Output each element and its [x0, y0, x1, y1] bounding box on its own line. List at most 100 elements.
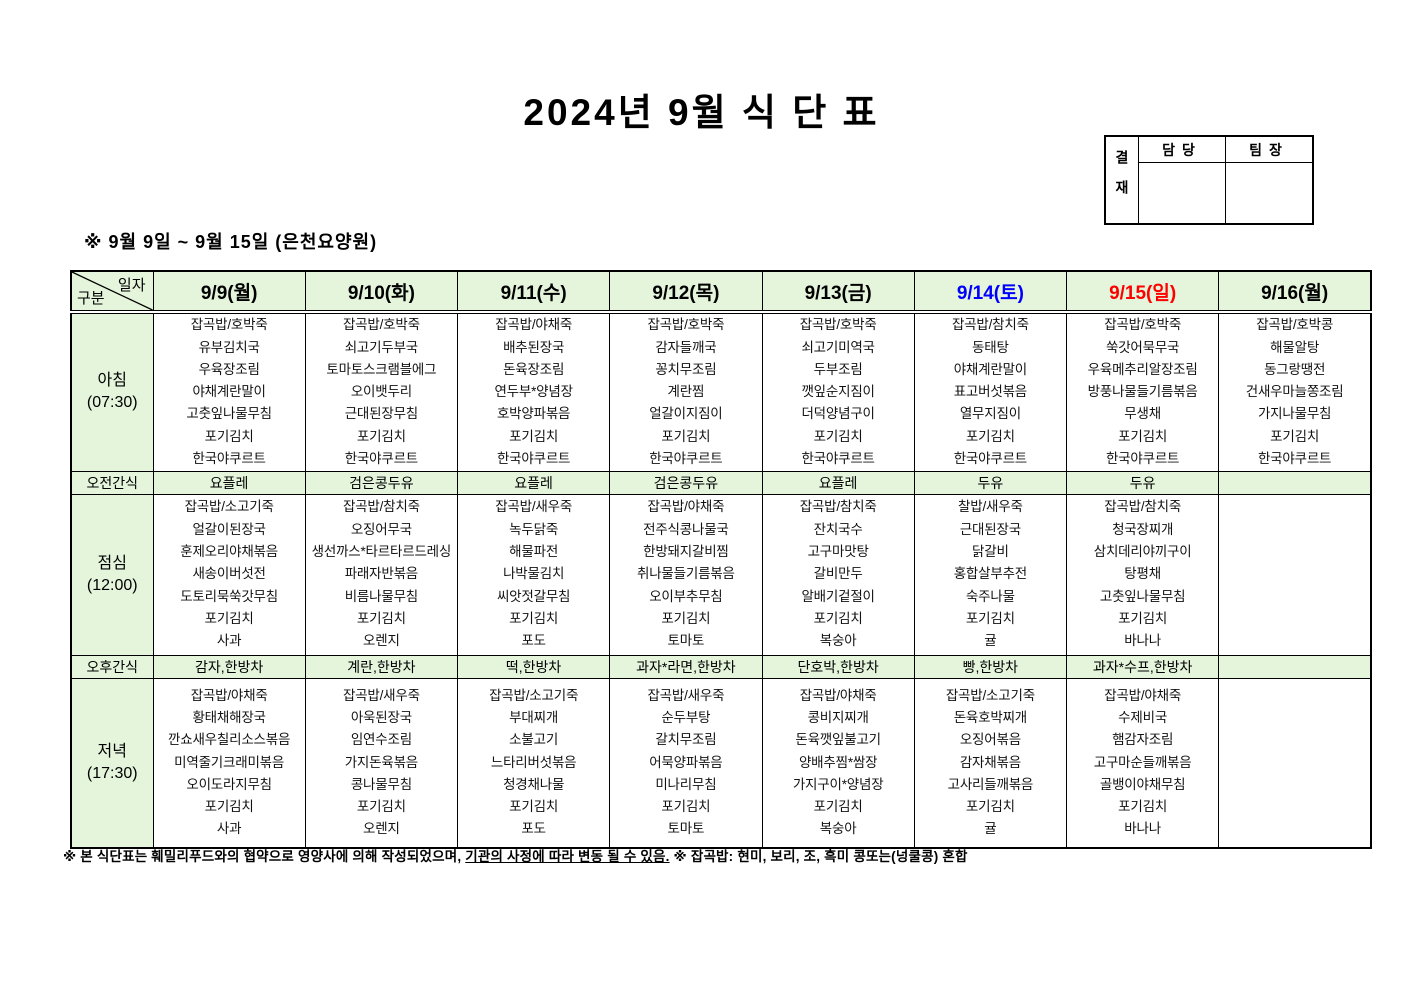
menu-item: 잡곡밥/호박콩	[1256, 317, 1334, 333]
menu-item: 열무지짐이	[959, 406, 1021, 422]
approval-col-manager: 담당	[1138, 135, 1226, 163]
menu-item: 복숭아	[819, 633, 857, 649]
menu-item: 생선까스*타르타르드레싱	[311, 544, 452, 560]
snack-cell	[1218, 470, 1372, 495]
menu-table: 일자 구분 9/9(월) 9/10(화) 9/11(수) 9/12(목) 9/13(금) 9/…	[70, 270, 1372, 849]
menu-item: 잡곡밥/야채죽	[799, 687, 877, 703]
approval-signature-cell-manager	[1138, 162, 1226, 225]
menu-item: 아욱된장국	[350, 710, 412, 725]
page-title: 2024년 9월 식 단 표	[523, 92, 880, 133]
menu-cell	[1218, 677, 1372, 849]
menu-item: 바나나	[1124, 821, 1161, 837]
menu-item: 오이뱃두리	[350, 384, 412, 400]
menu-item: 잡곡밥/야채죽	[495, 317, 573, 333]
menu-item: 건새우마늘쫑조림	[1245, 384, 1344, 400]
menu-item: 포기김치	[1118, 799, 1168, 815]
menu-item: 잡곡밥/소고기죽	[489, 687, 579, 703]
menu-item: 깐쇼새우칠리소스볶음	[168, 732, 291, 748]
menu-item: 잡곡밥/참치죽	[1104, 499, 1182, 515]
row-label-breakfast: 아침 (07:30)	[70, 311, 154, 472]
menu-item: 포기김치	[509, 428, 559, 444]
breakfast-row: 아침 (07:30) 잡곡밥/호박죽 유부김치국 우육장조림 야채계란말이 고춧잎나물무침 포…	[70, 311, 1372, 472]
menu-item: 포기김치	[661, 799, 711, 815]
menu-item: 토마토	[667, 821, 705, 837]
am-snack-row: 오전간식 요플레 검은콩두유 요플레 검은콩두유 요플레 두유 두유	[70, 470, 1372, 495]
menu-item: 미나리무침	[655, 776, 717, 792]
row-label-line: 저녁	[97, 742, 127, 760]
date-header-row: 일자 구분 9/9(월) 9/10(화) 9/11(수) 9/12(목) 9/13(금) 9/…	[70, 270, 1372, 314]
menu-item: 호박양파볶음	[496, 406, 571, 422]
menu-item: 양배추찜*쌈장	[798, 754, 878, 770]
menu-item: 느타리버섯볶음	[490, 754, 577, 770]
menu-item: 오징어무국	[350, 521, 412, 537]
menu-item: 황태채해장국	[192, 710, 266, 725]
menu-cell: 잡곡밥/호박콩 해물알탕 동그랑땡전 건새우마늘쫑조림 가지나물무침 포기김치 한국야쿠르트	[1218, 311, 1372, 472]
snack-cell: 떡,한방차	[456, 654, 611, 679]
menu-item: 포기김치	[1270, 428, 1320, 444]
menu-item: 찰밥/새우죽	[958, 499, 1023, 515]
menu-item: 포기김치	[813, 610, 863, 626]
menu-cell: 잡곡밥/야채죽 배추된장국 돈육장조림 연두부*양념장 호박양파볶음 포기김치 한국야쿠르트	[456, 311, 611, 472]
snack-cell: 빵,한방차	[913, 654, 1068, 679]
date-header: 9/10(화)	[304, 270, 459, 314]
menu-cell: 잡곡밥/야채죽 콩비지찌개 돈육깻잎불고기 양배추찜*쌈장 가지구이*양념장 포기김치 복숭…	[761, 677, 915, 849]
menu-item: 잡곡밥/참치죽	[342, 499, 420, 515]
menu-item: 포도	[521, 821, 546, 837]
menu-item: 포기김치	[813, 428, 863, 444]
approval-stamp-label: 결재	[1104, 135, 1139, 225]
date-header: 9/16(월)	[1218, 270, 1372, 314]
menu-cell: 잡곡밥/호박죽 쑥갓어묵무국 우육메추리알장조림 방풍나물들기름볶음 무생채 포기김치 한국…	[1065, 311, 1220, 472]
menu-item: 비름나물무침	[344, 588, 419, 604]
date-header: 9/13(금)	[761, 270, 915, 314]
menu-item: 우육장조림	[198, 361, 260, 377]
menu-item: 훈제오리야채볶음	[180, 544, 278, 560]
dinner-row: 저녁 (17:30) 잡곡밥/야채죽 황태채해장국 깐쇼새우칠리소스볶음 미역줄기크래미볶…	[70, 677, 1372, 849]
menu-item: 복숭아	[819, 821, 857, 837]
menu-item: 고구마맛탕	[807, 544, 869, 560]
menu-cell: 잡곡밥/호박죽 유부김치국 우육장조림 야채계란말이 고춧잎나물무침 포기김치 한국야쿠르트	[152, 311, 306, 472]
footnote-underlined: 기관의 사정에 따라 변동 될 수 있음.	[465, 849, 670, 864]
menu-item: 잡곡밥/호박죽	[1104, 317, 1182, 333]
menu-item: 골뱅이야채무침	[1099, 776, 1186, 792]
menu-item: 오렌지	[363, 821, 400, 837]
menu-item: 고춧잎나물무침	[186, 406, 272, 422]
menu-item: 잡곡밥/소고기죽	[184, 499, 274, 515]
approval-table: 결재 담당 팀장	[1104, 135, 1314, 225]
corner-category-word: 구분	[77, 290, 105, 307]
date-header: 9/11(수)	[456, 270, 611, 314]
menu-item: 청경채나물	[503, 776, 565, 792]
menu-item: 쑥갓어묵무국	[1105, 339, 1180, 355]
menu-item: 한방돼지갈비찜	[643, 544, 729, 560]
period-subtitle: ※ 9월 9일 ~ 9월 15일 (은천요양원)	[84, 232, 378, 252]
menu-item: 포기김치	[965, 610, 1015, 626]
menu-item: 녹두닭죽	[509, 521, 559, 537]
approval-header-row: 결재 담당 팀장	[1104, 135, 1314, 225]
menu-item: 사과	[216, 821, 242, 837]
menu-item: 두부조림	[813, 361, 863, 377]
row-label-line: (17:30)	[86, 764, 138, 782]
menu-item: 바나나	[1124, 633, 1161, 649]
menu-item: 잡곡밥/호박죽	[799, 317, 877, 333]
menu-item: 탕평채	[1124, 566, 1161, 582]
menu-item: 우육메추리알장조림	[1087, 361, 1198, 377]
menu-item: 콩비지찌개	[807, 710, 869, 725]
menu-item: 포기김치	[509, 799, 559, 815]
menu-item: 가지나물무침	[1257, 406, 1332, 422]
menu-item: 수제비국	[1118, 710, 1168, 725]
menu-item: 갈치무조림	[655, 732, 717, 748]
menu-item: 감자들깨국	[655, 339, 717, 355]
menu-item: 근대된장무침	[344, 406, 419, 422]
footnote: ※ 본 식단표는 훼밀리푸드와의 협약으로 영양사에 의해 작성되었으며, 기관…	[63, 845, 968, 865]
menu-item: 도토리묵쑥갓무침	[180, 588, 278, 604]
menu-item: 토마토스크램블에그	[326, 361, 437, 377]
menu-item: 감자채볶음	[959, 754, 1021, 770]
menu-item: 잡곡밥/참치죽	[799, 499, 877, 515]
menu-item: 해물파전	[509, 544, 559, 560]
row-label-pm-snack: 오후간식	[70, 654, 154, 679]
footnote-prefix: ※ 본 식단표는 훼밀리푸드와의 협약으로 영양사에 의해 작성되었으며,	[63, 849, 466, 864]
menu-item: 청국장찌개	[1112, 521, 1174, 537]
menu-item: 돈육호박찌개	[953, 710, 1028, 725]
menu-item: 배추된장국	[503, 339, 565, 355]
menu-cell: 잡곡밥/호박죽 쇠고기미역국 두부조림 깻잎순지짐이 더덕양념구이 포기김치 한국야쿠르트	[761, 311, 915, 472]
menu-cell: 잡곡밥/참치죽 동태탕 야채계란말이 표고버섯볶음 열무지짐이 포기김치 한국야쿠르트	[913, 311, 1068, 472]
